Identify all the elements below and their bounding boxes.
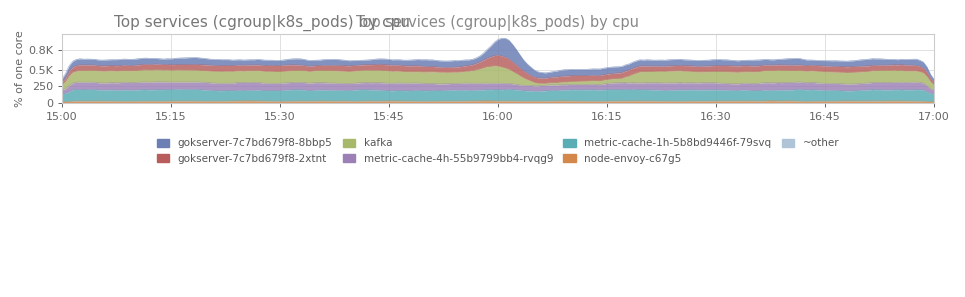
Y-axis label: % of one core: % of one core <box>15 30 25 107</box>
Title: Top services (cgroup|k8s_pods) by cpu: Top services (cgroup|k8s_pods) by cpu <box>356 15 640 31</box>
Text: Top services (cgroup|k8s_pods) by cpu: Top services (cgroup|k8s_pods) by cpu <box>114 15 410 31</box>
Legend: gokserver-7c7bd679f8-8bbp5, gokserver-7c7bd679f8-2xtnt, kafka, metric-cache-4h-5: gokserver-7c7bd679f8-8bbp5, gokserver-7c… <box>152 134 843 168</box>
